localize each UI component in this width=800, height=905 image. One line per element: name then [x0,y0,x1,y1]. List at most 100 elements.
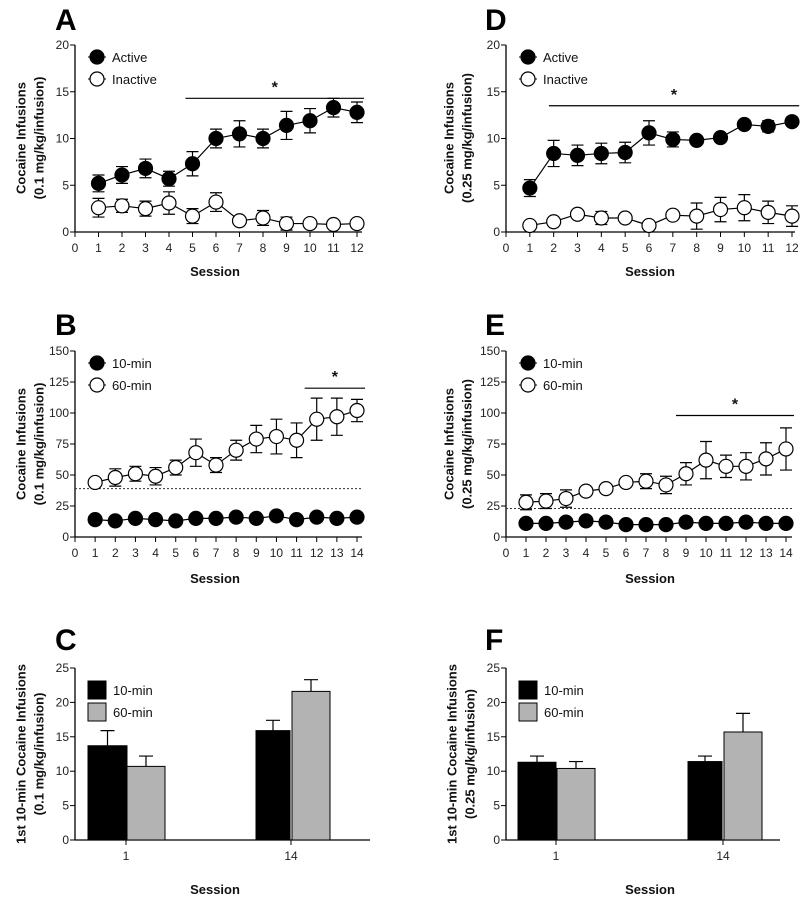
data-point [127,510,144,527]
data-point [329,409,345,425]
data-point [569,206,586,222]
data-point [638,516,654,533]
y-tick-label: 150 [480,344,500,358]
x-tick-label: 8 [233,546,240,560]
x-tick-label: 9 [253,546,260,560]
y-tick-label: 10 [56,132,70,146]
y-axis-label: Cocaine Infusions [441,388,456,500]
data-point [638,473,654,489]
data-point [678,466,694,482]
data-point [689,132,705,148]
data-point [641,125,657,141]
y-tick-label: 10 [56,764,70,778]
y-tick-label: 20 [487,38,501,52]
data-point [278,215,295,232]
legend-label: 60-min [544,705,584,720]
legend-swatch [87,702,107,722]
bar-60-min-session-14 [723,731,763,841]
y-tick-label: 25 [56,661,70,675]
y-tick-label: 5 [493,799,500,813]
x-tick-label: 2 [112,546,119,560]
x-tick-label: 6 [623,546,630,560]
panel-B: B Cocaine Infusions (0.1 mg/kg/infusion) Se… [13,309,366,586]
x-axis-label: Session [190,571,240,586]
data-point [758,515,774,531]
y-tick-label: 75 [56,437,70,451]
data-point [617,210,633,226]
legend-label: 10-min [543,356,583,371]
data-point [184,208,201,224]
y-axis-label: (0.1 mg/kg/infusion) [31,77,46,200]
data-point [208,510,224,527]
data-point [618,516,634,533]
data-point [107,469,123,486]
data-point [302,113,318,129]
x-tick-label: 9 [717,241,724,255]
x-tick-label: 9 [283,241,290,255]
panel-letter: A [55,4,77,37]
error-bar [139,755,153,767]
x-tick-label: 14 [779,546,793,560]
y-axis-label: (0.25 mg/kg/infusion) [459,379,474,509]
legend-marker [520,71,536,87]
data-point [161,171,177,187]
x-axis-label: Session [190,882,240,897]
bar-10-min-session-14 [687,761,723,841]
data-point [231,213,248,229]
significance-star: * [732,396,739,413]
error-bar [530,755,544,763]
data-point [208,457,224,473]
x-tick-label: 12 [350,241,364,255]
x-tick-label: 8 [260,241,267,255]
x-tick-label: 8 [663,546,670,560]
legend-label: 60-min [113,705,153,720]
x-tick-label: 1 [95,241,102,255]
legend-label: 60-min [112,378,152,393]
bar-10-min-session-14 [255,730,291,841]
x-tick-label: 1 [123,849,130,863]
y-tick-label: 50 [487,468,501,482]
x-tick-label: 0 [72,241,79,255]
series-line [98,201,358,226]
y-tick-label: 0 [62,225,69,239]
data-point [689,208,705,224]
data-point [546,214,562,230]
series-10-min [518,513,794,533]
series-line [98,107,358,184]
panel-E: E Cocaine Infusions (0.25 mg/kg/infusion) S… [441,309,794,586]
y-tick-label: 25 [487,499,501,513]
x-tick-label: 8 [693,241,700,255]
x-tick-label: 5 [172,546,179,560]
y-axis-label: (0.25 mg/kg/infusion) [462,689,477,819]
y-axis-label: 1st 10-min Cocaine Infusions [444,664,459,844]
x-axis-label: Session [625,571,675,586]
data-point [778,515,794,531]
data-point [593,145,609,162]
legend-marker [89,71,105,87]
data-point [168,459,184,476]
panel-A: A Cocaine Infusions (0.1 mg/kg/infusion) Se… [13,4,365,279]
data-point [90,200,107,216]
x-tick-label: 0 [72,546,79,560]
y-tick-label: 20 [487,695,501,709]
data-point [107,513,123,529]
data-point [665,207,681,223]
y-tick-label: 10 [487,132,501,146]
data-point [161,195,177,211]
y-tick-label: 0 [493,530,500,544]
x-tick-label: 2 [543,546,550,560]
data-point [558,514,574,530]
x-tick-label: 1 [92,546,99,560]
data-point [712,201,729,218]
x-tick-label: 10 [303,241,317,255]
y-axis-label: Cocaine Infusions [441,82,456,194]
legend-marker [89,49,105,65]
data-point [248,510,264,527]
legend-swatch [518,702,538,722]
data-point [658,477,674,493]
error-bar [100,730,115,746]
data-point [248,431,264,447]
data-point [184,156,201,172]
x-tick-label: 12 [739,546,753,560]
x-tick-label: 6 [213,241,220,255]
